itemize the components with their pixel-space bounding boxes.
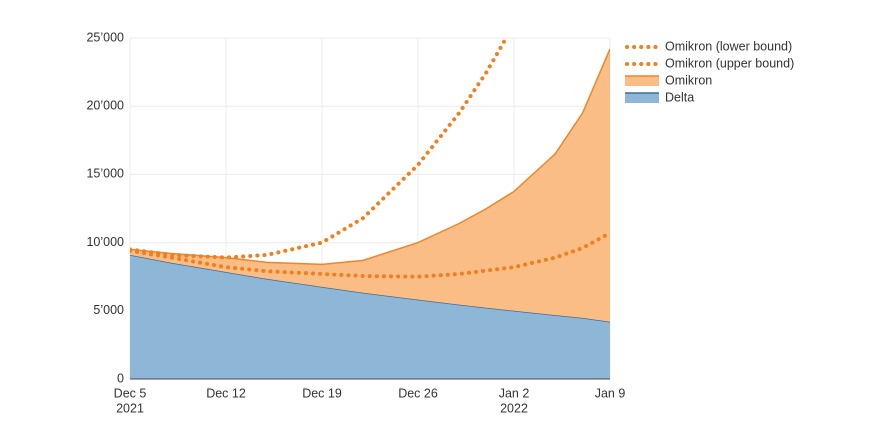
x-tick-label: Jan 9 — [595, 386, 626, 400]
legend-swatch — [625, 93, 659, 103]
x-tick-year: 2021 — [116, 401, 144, 415]
area — [130, 48, 610, 322]
x-tick-label: Dec 19 — [302, 386, 342, 400]
plot — [130, 38, 610, 379]
x-tick-label: Dec 26 — [398, 386, 438, 400]
x-tick-label: Dec 5 — [114, 386, 147, 400]
legend-label: Omikron (lower bound) — [665, 39, 792, 53]
y-tick-label: 5’000 — [93, 303, 124, 317]
x-tick-label: Dec 12 — [206, 386, 246, 400]
legend-label: Omikron — [665, 73, 712, 87]
y-tick-label: 25’000 — [86, 30, 124, 44]
area-line — [130, 48, 610, 266]
x-tick-year: 2022 — [500, 401, 528, 415]
bound-line — [130, 231, 610, 279]
y-tick-label: 20’000 — [86, 98, 124, 112]
area — [130, 254, 610, 379]
y-tick-label: 0 — [117, 371, 124, 385]
legend-label: Delta — [665, 90, 694, 104]
y-tick-label: 10’000 — [86, 235, 124, 249]
legend-swatch — [625, 76, 659, 86]
legend-label: Omikron (upper bound) — [665, 56, 794, 70]
y-tick-label: 15’000 — [86, 167, 124, 181]
x-tick-label: Jan 2 — [499, 386, 530, 400]
